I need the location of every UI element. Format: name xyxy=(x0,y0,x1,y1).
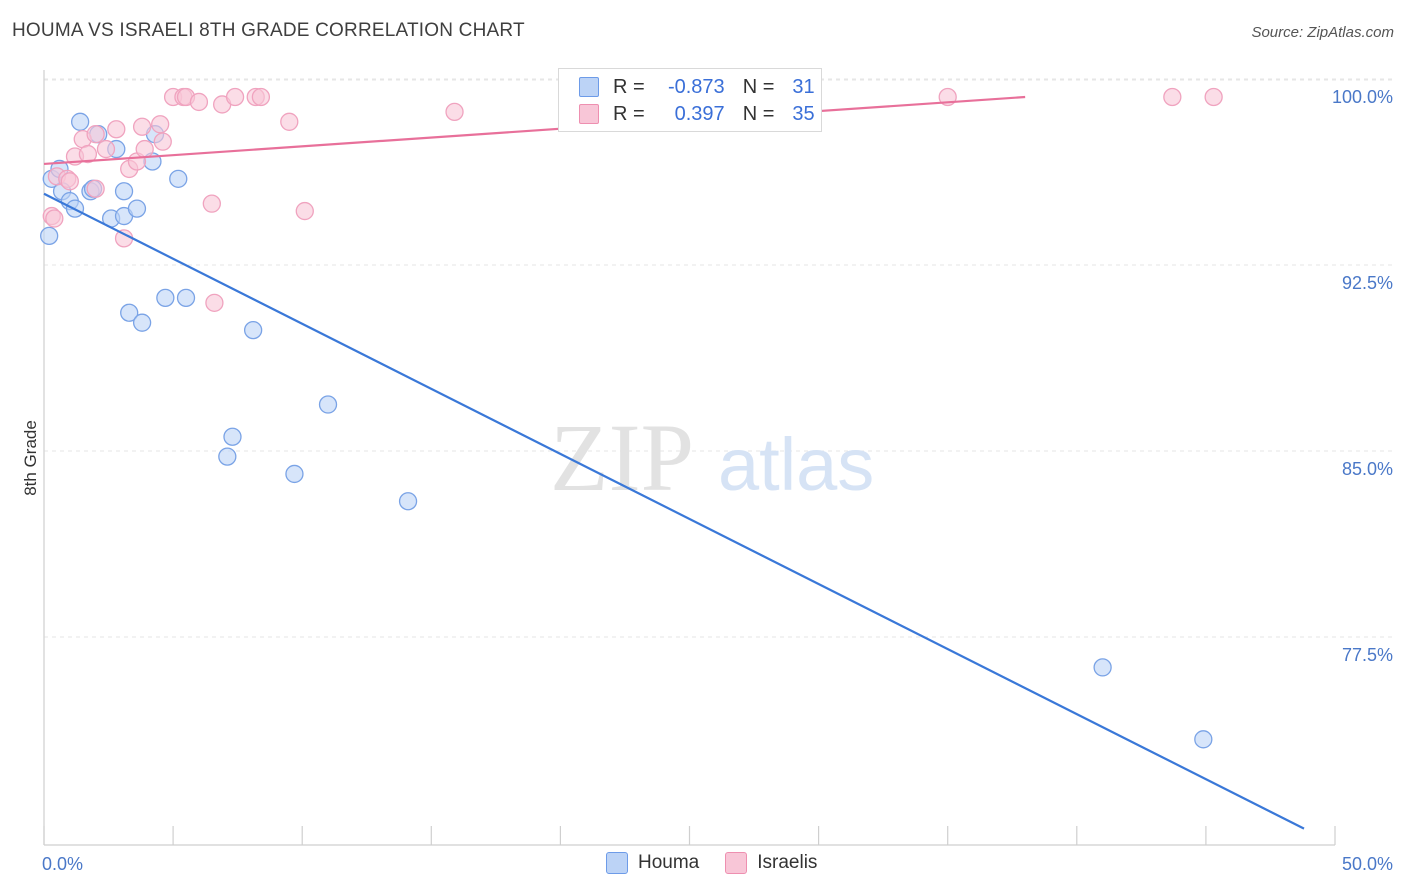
point-houma[interactable] xyxy=(318,395,338,414)
watermark-atlas: atlas xyxy=(718,423,874,506)
point-houma[interactable] xyxy=(156,288,175,308)
point-israelis[interactable] xyxy=(153,132,172,151)
legend-swatch-houma xyxy=(579,77,599,97)
legend-r-label: R = xyxy=(613,75,645,98)
trend-lines xyxy=(43,95,1305,830)
watermark: ZIP atlas xyxy=(550,404,874,511)
point-houma[interactable] xyxy=(132,313,152,332)
point-houma[interactable] xyxy=(70,112,90,131)
point-israelis[interactable] xyxy=(132,117,152,136)
trend-line-houma xyxy=(43,192,1305,830)
series-swatch-israelis xyxy=(725,852,748,874)
point-israelis[interactable] xyxy=(1163,87,1182,107)
point-israelis[interactable] xyxy=(445,102,464,122)
point-houma[interactable] xyxy=(127,199,147,218)
point-houma[interactable] xyxy=(169,169,188,188)
point-houma[interactable] xyxy=(1093,658,1112,677)
legend-r-value: -0.873 xyxy=(667,75,725,98)
legend-n-value: 35 xyxy=(792,102,815,125)
y-axis-label: 8th Grade xyxy=(21,420,40,496)
series-legend-israelis[interactable]: Israelis xyxy=(725,852,817,874)
legend-r-value: 0.397 xyxy=(674,102,725,125)
point-houma[interactable] xyxy=(223,427,242,446)
point-israelis[interactable] xyxy=(107,120,126,139)
legend-r-label: R = xyxy=(613,102,645,125)
point-israelis[interactable] xyxy=(114,229,134,248)
x-axis-ticks xyxy=(43,826,1336,845)
point-houma[interactable] xyxy=(218,447,237,466)
legend-row-houma: R = -0.873 N = 31 xyxy=(579,74,815,100)
y-tick-label: 85.0% xyxy=(1342,459,1393,479)
legend-row-israelis: R = 0.397 N = 35 xyxy=(579,101,815,127)
x-tick-label: 50.0% xyxy=(1342,854,1393,874)
point-israelis[interactable] xyxy=(202,194,221,213)
series-legend: Houma Israelis xyxy=(606,852,843,874)
point-israelis[interactable] xyxy=(1204,87,1223,107)
y-tick-label: 100.0% xyxy=(1332,87,1393,107)
legend-n-value: 31 xyxy=(792,75,815,98)
point-houma[interactable] xyxy=(40,226,59,246)
point-israelis[interactable] xyxy=(280,112,299,131)
point-israelis[interactable] xyxy=(60,172,79,191)
legend-n-label: N = xyxy=(742,75,775,98)
point-houma[interactable] xyxy=(1194,730,1213,749)
source-credit: Source: ZipAtlas.com xyxy=(1251,24,1394,41)
gridlines xyxy=(44,78,1393,638)
y-tick-label: 77.5% xyxy=(1342,645,1393,665)
x-axis-tick-labels: 0.0% 50.0% xyxy=(42,854,1393,874)
stats-legend: R = -0.873 N = 31 R = 0.397 N = 35 xyxy=(558,68,822,132)
point-israelis[interactable] xyxy=(295,201,314,221)
legend-n-label: N = xyxy=(742,102,775,125)
point-houma[interactable] xyxy=(243,320,263,340)
point-israelis[interactable] xyxy=(151,115,170,134)
point-israelis[interactable] xyxy=(78,144,98,164)
series-label-israelis: Israelis xyxy=(757,852,818,873)
point-israelis[interactable] xyxy=(225,87,245,107)
point-israelis[interactable] xyxy=(86,125,105,144)
x-tick-label: 0.0% xyxy=(42,854,83,874)
point-houma[interactable] xyxy=(398,492,418,511)
point-israelis[interactable] xyxy=(45,209,64,228)
point-israelis[interactable] xyxy=(189,92,209,112)
series-legend-houma[interactable]: Houma xyxy=(606,852,699,874)
point-israelis[interactable] xyxy=(96,139,116,159)
trend-line-israelis xyxy=(43,95,1026,166)
point-israelis[interactable] xyxy=(251,87,271,107)
point-israelis[interactable] xyxy=(135,139,154,159)
point-houma[interactable] xyxy=(176,288,196,308)
point-israelis[interactable] xyxy=(86,179,105,198)
legend-swatch-israelis xyxy=(579,104,599,124)
y-tick-label: 92.5% xyxy=(1342,273,1393,293)
series-label-houma: Houma xyxy=(638,852,700,873)
watermark-zip: ZIP xyxy=(550,404,694,511)
point-houma[interactable] xyxy=(120,303,139,322)
point-israelis[interactable] xyxy=(205,293,224,312)
point-houma[interactable] xyxy=(285,464,304,484)
chart-title: HOUMA VS ISRAELI 8TH GRADE CORRELATION C… xyxy=(12,20,525,41)
series-swatch-houma xyxy=(606,852,628,874)
y-axis-tick-labels: 100.0% 92.5% 85.0% 77.5% xyxy=(1332,87,1393,665)
point-houma[interactable] xyxy=(114,182,134,201)
